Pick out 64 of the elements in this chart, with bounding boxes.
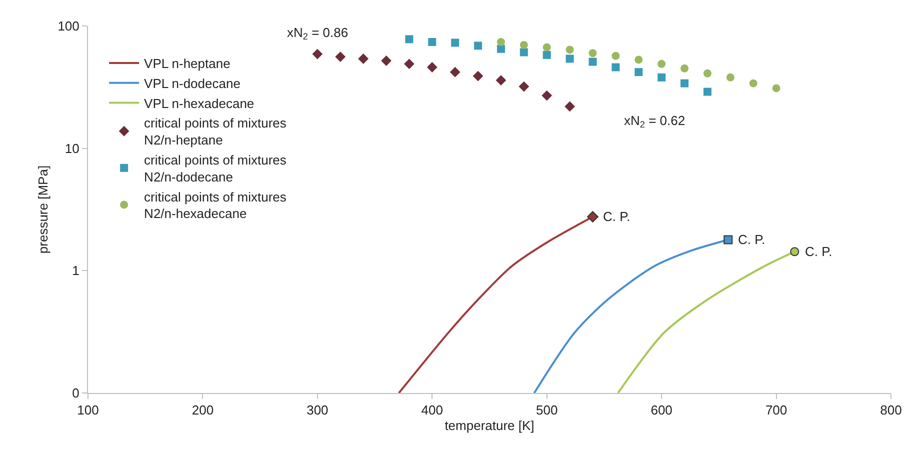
- point: [612, 52, 620, 60]
- point: [566, 46, 574, 54]
- point: [381, 56, 392, 66]
- point: [542, 50, 551, 59]
- legend-label: VPL n-hexadecane: [144, 96, 254, 111]
- x-tick-label: 300: [306, 402, 328, 418]
- point: [450, 66, 460, 78]
- x-tick-label: 800: [880, 402, 902, 418]
- legend-label: critical points of mixtures N2/n-hexadecane: [144, 189, 287, 222]
- point: [703, 88, 712, 96]
- point: [496, 44, 505, 53]
- x-tick-label: 500: [536, 402, 558, 418]
- y-axis-title: pressure [MPa]: [36, 165, 51, 254]
- point: [790, 247, 800, 256]
- annotation: C. P.: [805, 244, 832, 259]
- annotation: xN$_{2}$ = 0.86: [287, 25, 348, 42]
- point: [612, 63, 620, 72]
- legend-label: VPL n-dodecane: [144, 76, 240, 91]
- point: [680, 79, 689, 88]
- x-tick-label: 200: [192, 402, 214, 418]
- point: [472, 70, 484, 82]
- point: [658, 73, 666, 82]
- point: [520, 40, 528, 49]
- x-axis-title: temperature [K]: [444, 418, 534, 434]
- point: [749, 79, 758, 88]
- y-tick-label: 10: [64, 140, 80, 156]
- x-tick-label: 600: [650, 402, 672, 418]
- point: [680, 64, 689, 72]
- point: [405, 35, 414, 44]
- point: [724, 235, 733, 244]
- point: [566, 54, 574, 63]
- y-tick-label: 0: [72, 386, 80, 401]
- point: [703, 69, 712, 78]
- point: [587, 211, 598, 222]
- y-tick-label: 1: [72, 263, 80, 278]
- point: [474, 42, 482, 50]
- point: [726, 73, 734, 82]
- annotation: C. P.: [738, 232, 766, 247]
- x-tick-label: 400: [421, 402, 443, 418]
- annotation: C. P.: [603, 209, 630, 224]
- point: [634, 56, 643, 64]
- point: [520, 48, 528, 56]
- point: [772, 84, 780, 92]
- point: [335, 52, 346, 62]
- legend-label: VPL n-heptane: [144, 56, 230, 72]
- point: [588, 58, 597, 66]
- point: [428, 38, 436, 46]
- y-tick-label: 100: [58, 18, 80, 34]
- point: [312, 48, 323, 60]
- point: [518, 81, 530, 92]
- point: [496, 75, 506, 86]
- point: [358, 54, 369, 64]
- point: [451, 38, 460, 47]
- point: [496, 38, 505, 46]
- point: [404, 58, 414, 70]
- point: [542, 43, 551, 52]
- point: [588, 49, 597, 58]
- point: [542, 90, 552, 101]
- point: [634, 68, 643, 76]
- point: [426, 62, 438, 72]
- x-tick-label: 700: [765, 402, 788, 418]
- annotation: xN$_{2}$ = 0.62: [624, 113, 686, 130]
- point: [564, 101, 575, 112]
- point: [658, 60, 666, 68]
